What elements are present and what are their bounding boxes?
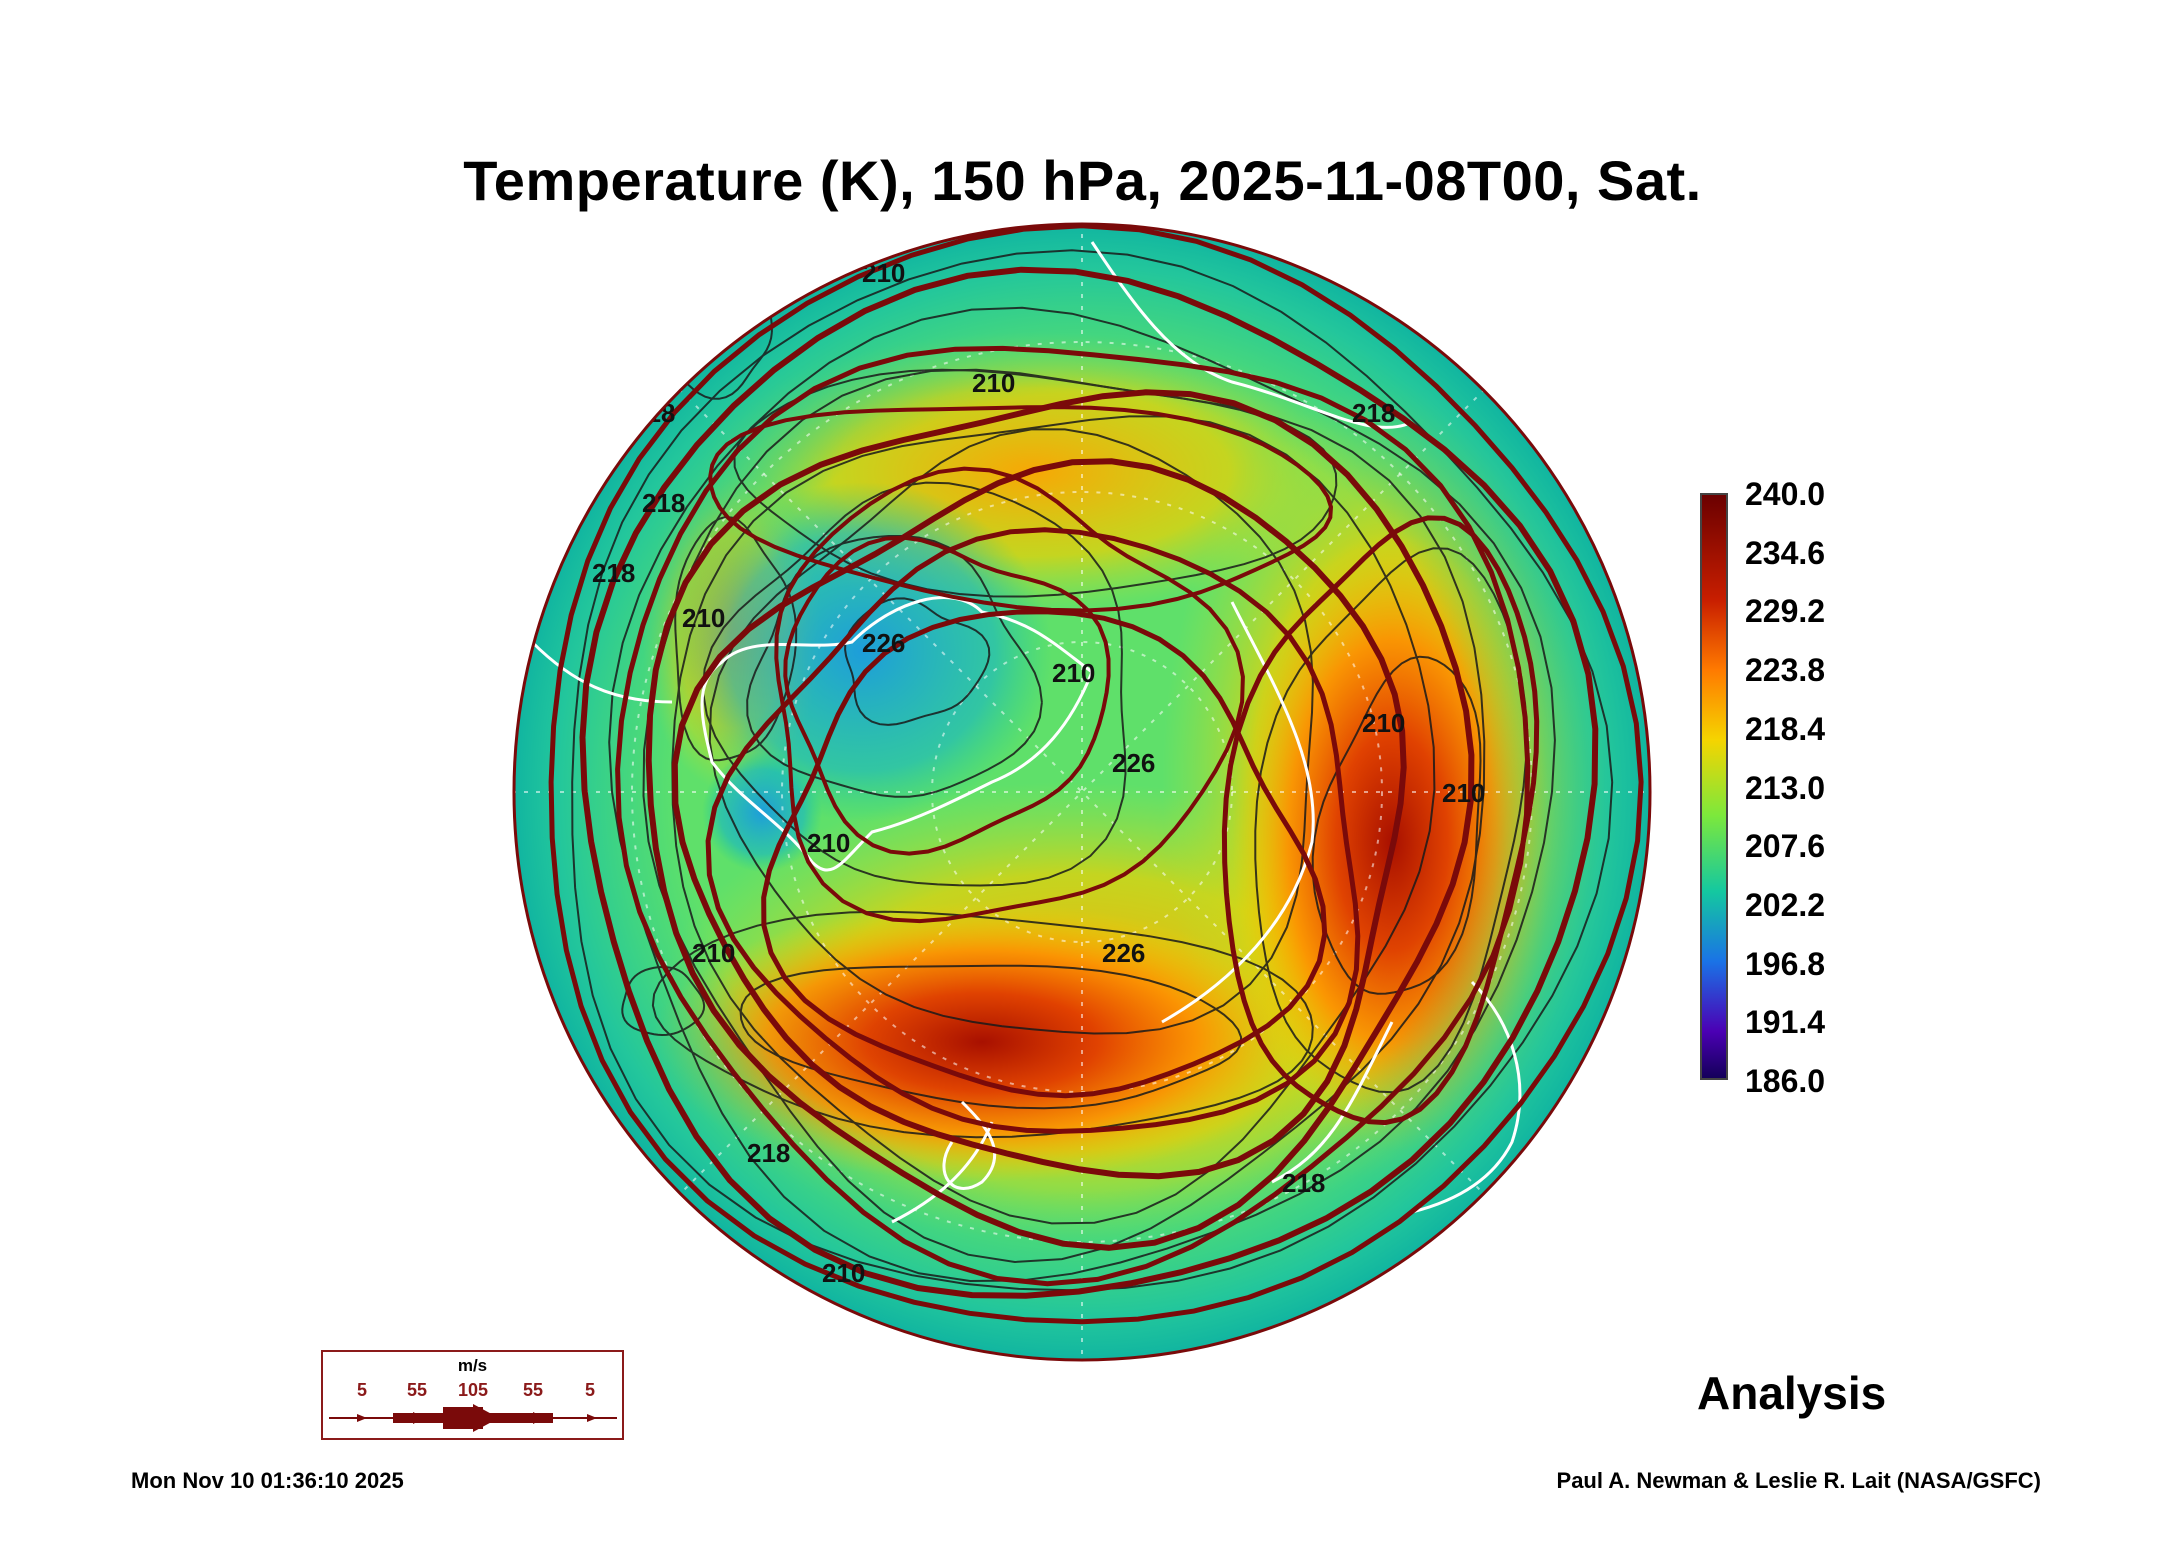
colorbar-tick-label: 207.6 xyxy=(1745,828,1826,865)
contour-line xyxy=(621,965,706,1037)
colorbar-tick-label: 240.0 xyxy=(1745,476,1826,512)
contour-line xyxy=(642,368,1486,1264)
contour-line xyxy=(651,910,1314,1139)
temperature-contours xyxy=(571,249,1614,1292)
colorbar-tick-label: 186.0 xyxy=(1745,1063,1826,1099)
colorbar-tick-label: 213.0 xyxy=(1745,769,1826,806)
wind-speed-legend: m/s 5 55 105 55 5 xyxy=(321,1350,624,1440)
wind-speed-label: 55 xyxy=(407,1380,428,1400)
streamline xyxy=(615,345,1531,1287)
colorbar-gradient xyxy=(1702,495,1726,1078)
wind-speed-label: 55 xyxy=(523,1380,544,1400)
streamline xyxy=(645,389,1475,1251)
streamline xyxy=(705,527,1361,1134)
wind-speed-label: 5 xyxy=(585,1380,596,1400)
streamline xyxy=(783,535,1111,856)
contour-label: 226 xyxy=(1112,748,1155,778)
polar-map: 2102102182182182102182102262182262262182… xyxy=(512,222,1652,1362)
contour-label: 210 xyxy=(807,828,850,858)
contour-label: 210 xyxy=(692,938,735,968)
contour-label: 210 xyxy=(1052,658,1095,688)
contour-line xyxy=(844,597,991,726)
colorbar-tick-label: 218.4 xyxy=(1745,710,1826,747)
contour-label: 210 xyxy=(822,1258,865,1288)
wind-speed-label: 105 xyxy=(458,1380,489,1400)
streamline xyxy=(671,458,1407,1180)
contour-label: 218 xyxy=(642,488,685,518)
colorbar xyxy=(1700,493,1728,1080)
contour-label: 218 xyxy=(1352,398,1395,428)
contour-line xyxy=(671,415,1436,1225)
colorbar-tick-label: 223.8 xyxy=(1745,652,1826,689)
contour-line xyxy=(571,249,1614,1292)
streamline xyxy=(761,609,1328,1099)
colorbar-tick-label: 191.4 xyxy=(1745,1004,1826,1041)
streamline xyxy=(774,466,1245,924)
streamline xyxy=(579,266,1599,1299)
contour-line xyxy=(1254,547,1528,1094)
contour-line xyxy=(608,306,1556,1283)
contour-label: 218 xyxy=(592,558,635,588)
contour-label: 226 xyxy=(862,628,905,658)
contour-line xyxy=(708,428,1314,1035)
streamline xyxy=(708,405,1334,613)
contour-label: 226 xyxy=(1102,938,1145,968)
contour-label: 210 xyxy=(682,603,725,633)
colorbar-tick-label: 234.6 xyxy=(1745,534,1826,571)
contour-label: 210 xyxy=(972,368,1015,398)
contour-label: 210 xyxy=(1362,708,1405,738)
contour-line xyxy=(674,515,798,762)
wind-streamlines xyxy=(548,224,1644,1325)
wind-arrow-scale xyxy=(329,1404,617,1432)
contour-line xyxy=(1311,655,1482,995)
contour-line xyxy=(746,535,1043,798)
contour-label: 210 xyxy=(862,258,905,288)
analysis-label: Analysis xyxy=(1697,1367,1887,1419)
colorbar-tick-label: 202.2 xyxy=(1745,886,1826,923)
contour-labels: 2102102182182182102182102262182262262182… xyxy=(592,258,1485,1288)
streamline xyxy=(1221,515,1540,1126)
credit-line: Paul A. Newman & Leslie R. Lait (NASA/GS… xyxy=(1556,1468,2041,1493)
colorbar-tick-label: 196.8 xyxy=(1745,945,1826,982)
wind-speed-label: 5 xyxy=(357,1380,368,1400)
wind-unit: m/s xyxy=(457,1356,488,1375)
chart-title: Temperature (K), 150 hPa, 2025-11-08T00,… xyxy=(463,149,1702,212)
contour-line xyxy=(701,481,1127,887)
streamline xyxy=(548,224,1644,1325)
contour-line xyxy=(739,964,1243,1110)
contour-label: 210 xyxy=(1442,778,1485,808)
contour-label: 218 xyxy=(1282,1168,1325,1198)
colorbar-tick-label: 229.2 xyxy=(1745,593,1826,630)
contour-label: 218 xyxy=(747,1138,790,1168)
timestamp: Mon Nov 10 01:36:10 2025 xyxy=(131,1468,404,1493)
